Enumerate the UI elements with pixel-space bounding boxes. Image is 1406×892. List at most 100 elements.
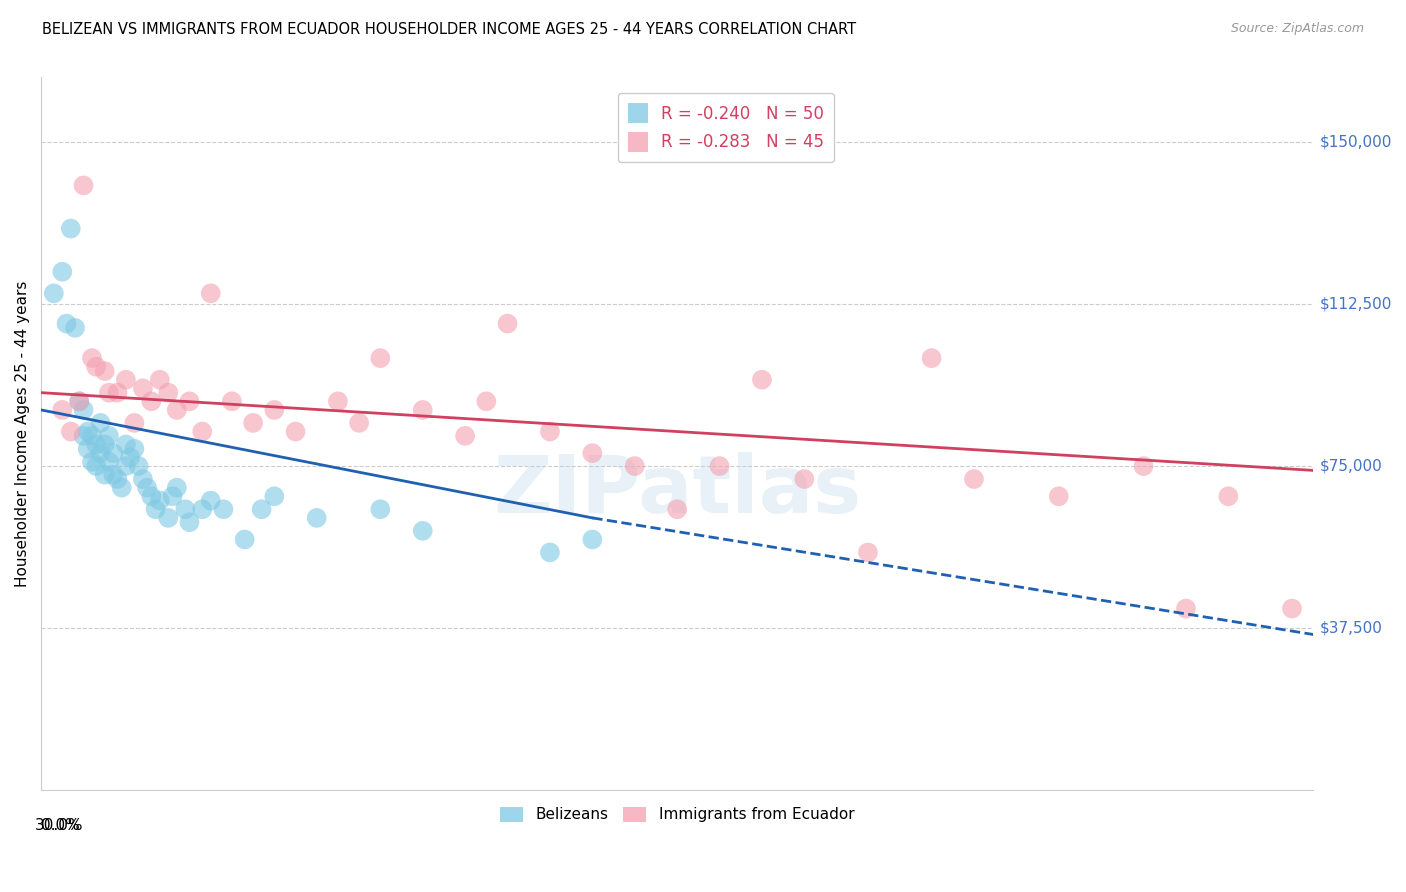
Point (233, 533, 256, 547)
Point (103, 467, 125, 482)
Point (72, 403, 94, 417)
Point (89, 446, 111, 460)
Point (326, 394, 349, 409)
Point (42, 286, 65, 301)
Point (80, 455, 103, 469)
Point (1218, 489, 1240, 503)
Point (412, 403, 434, 417)
Point (67, 394, 90, 409)
Point (1281, 601, 1303, 615)
Point (97, 429, 120, 443)
Text: Source: ZipAtlas.com: Source: ZipAtlas.com (1230, 22, 1364, 36)
Point (157, 385, 180, 400)
Point (166, 403, 188, 417)
Point (538, 545, 561, 559)
Point (80, 351, 103, 365)
Point (141, 489, 163, 503)
Text: 30.0%: 30.0% (35, 819, 83, 833)
Point (191, 502, 214, 516)
Point (242, 416, 264, 430)
Point (115, 458, 138, 473)
Point (136, 481, 159, 495)
Point (149, 493, 172, 508)
Point (141, 394, 163, 409)
Point (963, 472, 986, 486)
Text: BELIZEAN VS IMMIGRANTS FROM ECUADOR HOUSEHOLDER INCOME AGES 25 - 44 YEARS CORREL: BELIZEAN VS IMMIGRANTS FROM ECUADOR HOUS… (42, 22, 856, 37)
Point (179, 515, 201, 529)
Point (666, 502, 689, 516)
Point (84, 359, 107, 374)
Point (107, 472, 129, 486)
Text: $112,500: $112,500 (1320, 297, 1392, 311)
Point (162, 489, 184, 503)
Point (107, 385, 129, 400)
Point (856, 545, 879, 559)
Point (496, 317, 519, 331)
Point (59, 425, 82, 439)
Point (145, 502, 167, 516)
Point (475, 394, 498, 409)
Point (212, 502, 235, 516)
Point (51, 403, 73, 417)
Point (538, 425, 561, 439)
Point (149, 373, 172, 387)
Point (55, 317, 77, 331)
Point (370, 351, 392, 365)
Point (347, 416, 370, 430)
Point (751, 373, 773, 387)
Point (97, 385, 120, 400)
Point (67, 394, 90, 409)
Point (115, 373, 138, 387)
Point (72, 178, 94, 193)
Point (111, 481, 134, 495)
Point (166, 481, 188, 495)
Point (921, 351, 943, 365)
Point (76, 442, 98, 456)
Point (370, 502, 392, 516)
Text: $150,000: $150,000 (1320, 135, 1392, 150)
Point (72, 429, 94, 443)
Point (80, 429, 103, 443)
Point (157, 511, 180, 525)
Point (284, 425, 307, 439)
Point (1132, 458, 1154, 473)
Point (103, 446, 125, 460)
Point (623, 458, 645, 473)
Point (454, 429, 477, 443)
Point (120, 450, 142, 465)
Point (200, 286, 222, 301)
Y-axis label: Householder Income Ages 25 - 44 years: Householder Income Ages 25 - 44 years (15, 280, 30, 587)
Point (51, 265, 73, 279)
Point (93, 467, 115, 482)
Point (581, 533, 603, 547)
Text: $75,000: $75,000 (1320, 458, 1382, 474)
Point (84, 458, 107, 473)
Point (191, 425, 214, 439)
Point (793, 472, 815, 486)
Point (412, 524, 434, 538)
Legend: Belizeans, Immigrants from Ecuador: Belizeans, Immigrants from Ecuador (494, 800, 860, 829)
Point (89, 416, 111, 430)
Point (115, 437, 138, 451)
Point (97, 455, 120, 469)
Point (200, 493, 222, 508)
Point (581, 446, 603, 460)
Point (93, 437, 115, 451)
Point (93, 364, 115, 378)
Point (124, 442, 146, 456)
Point (305, 511, 328, 525)
Point (174, 502, 197, 516)
Point (132, 381, 155, 395)
Point (709, 458, 731, 473)
Point (179, 394, 201, 409)
Point (250, 502, 273, 516)
Text: 0.0%: 0.0% (41, 819, 80, 833)
Point (59, 221, 82, 235)
Point (1047, 489, 1070, 503)
Point (63, 321, 86, 335)
Point (84, 437, 107, 451)
Point (128, 458, 150, 473)
Point (221, 394, 243, 409)
Point (76, 425, 98, 439)
Point (263, 403, 285, 417)
